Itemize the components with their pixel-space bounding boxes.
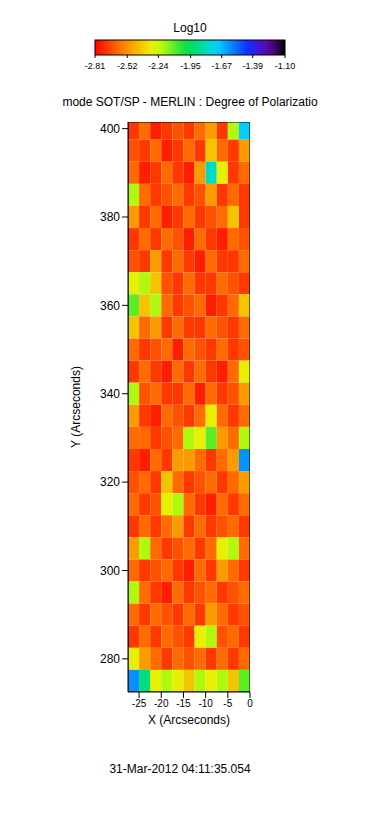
svg-text:-5: -5 <box>223 698 232 709</box>
svg-text:360: 360 <box>100 299 120 313</box>
svg-text:380: 380 <box>100 210 120 224</box>
svg-text:Y (Arcseconds): Y (Arcseconds) <box>69 366 83 448</box>
svg-text:Log10: Log10 <box>173 21 207 35</box>
svg-text:320: 320 <box>100 475 120 489</box>
svg-text:0: 0 <box>247 698 253 709</box>
svg-text:-1.95: -1.95 <box>180 61 201 71</box>
svg-text:mode SOT/SP - MERLIN : Degree: mode SOT/SP - MERLIN : Degree of Polariz… <box>62 95 318 109</box>
svg-text:-2.81: -2.81 <box>85 61 106 71</box>
svg-text:-20: -20 <box>154 698 169 709</box>
svg-text:-10: -10 <box>198 698 213 709</box>
svg-text:-1.39: -1.39 <box>243 61 264 71</box>
svg-text:340: 340 <box>100 387 120 401</box>
svg-text:-1.67: -1.67 <box>211 61 232 71</box>
svg-text:-2.52: -2.52 <box>117 61 138 71</box>
svg-text:300: 300 <box>100 564 120 578</box>
svg-text:-15: -15 <box>176 698 191 709</box>
svg-text:X (Arcseconds): X (Arcseconds) <box>148 713 230 727</box>
svg-text:400: 400 <box>100 122 120 136</box>
svg-text:-2.24: -2.24 <box>148 61 169 71</box>
svg-text:-1.10: -1.10 <box>275 61 296 71</box>
svg-text:31-Mar-2012 04:11:35.054: 31-Mar-2012 04:11:35.054 <box>109 762 251 776</box>
svg-text:280: 280 <box>100 652 120 666</box>
svg-text:-25: -25 <box>132 698 147 709</box>
